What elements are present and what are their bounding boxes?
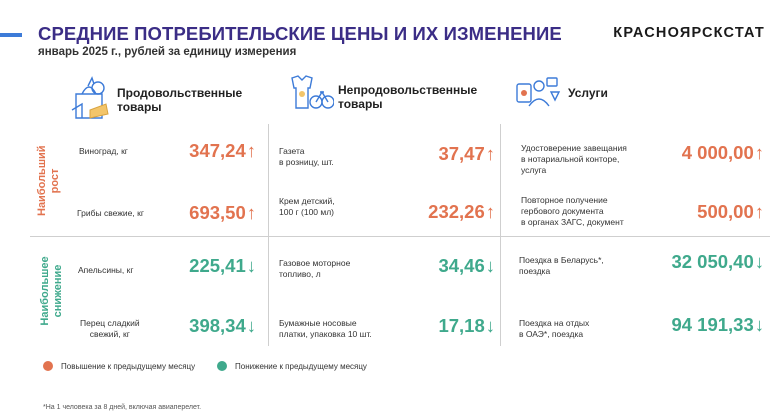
item-name-will-line1: Удостоверение завещания bbox=[521, 143, 627, 153]
divider-vertical-2 bbox=[500, 124, 501, 346]
price-cream-value: 232,26 bbox=[428, 201, 485, 222]
header-accent-bar bbox=[0, 33, 22, 37]
item-name-cream-line2: 100 г (100 мл) bbox=[279, 207, 335, 217]
price-newspaper: 37,47↑ bbox=[438, 143, 495, 165]
price-pepper-value: 398,34 bbox=[189, 315, 246, 336]
item-name-newspaper-line1: Газета bbox=[279, 146, 305, 156]
row-label-growth-line2: рост bbox=[49, 168, 61, 194]
arrow-up-icon: ↑ bbox=[485, 143, 495, 164]
footnote: *На 1 человека за 8 дней, включая авиапе… bbox=[43, 404, 202, 411]
column-header-services-label: Услуги bbox=[568, 86, 608, 100]
row-label-growth: Наибольший рост bbox=[36, 145, 62, 216]
price-mushrooms-value: 693,50 bbox=[189, 202, 246, 223]
arrow-down-icon: ↓ bbox=[754, 251, 764, 272]
item-name-newspaper-line2: в розницу, шт. bbox=[279, 157, 334, 167]
column-header-food: Продовольственные товары bbox=[117, 86, 242, 114]
row-label-decline: Наибольшее снижение bbox=[39, 253, 65, 329]
price-motor-gas: 34,46↓ bbox=[438, 255, 495, 277]
item-name-stamp-line1: Повторное получение bbox=[521, 195, 608, 205]
price-will-value: 4 000,00 bbox=[681, 142, 754, 163]
price-mushrooms: 693,50↑ bbox=[189, 202, 256, 224]
arrow-down-icon: ↓ bbox=[246, 315, 256, 336]
brand-logo-text: КРАСНОЯРСКСТАТ bbox=[613, 25, 765, 41]
item-name-tissues-line2: платки, упаковка 10 шт. bbox=[279, 329, 372, 339]
item-name-will-line3: услуга bbox=[521, 165, 547, 175]
item-name-sweet-pepper: Перец сладкий свежий, кг bbox=[80, 318, 140, 340]
item-name-uae-line1: Поездка на отдых bbox=[519, 318, 590, 328]
column-header-nonfood-line1: Непродовольственные bbox=[338, 83, 478, 97]
column-header-nonfood: Непродовольственные товары bbox=[338, 83, 477, 111]
item-name-stamp-line3: в органах ЗАГС, документ bbox=[521, 217, 624, 227]
divider-horizontal bbox=[30, 236, 770, 237]
item-name-belarus-line1: Поездка в Беларусь*, bbox=[519, 255, 604, 265]
legend-down-dot bbox=[217, 361, 227, 371]
price-oranges: 225,41↓ bbox=[189, 255, 256, 277]
arrow-up-icon: ↑ bbox=[246, 140, 256, 161]
arrow-down-icon: ↓ bbox=[754, 314, 764, 335]
item-name-tissues: Бумажные носовые платки, упаковка 10 шт. bbox=[279, 318, 372, 340]
price-gas-value: 34,46 bbox=[438, 255, 485, 276]
item-name-mushrooms: Грибы свежие, кг bbox=[77, 208, 144, 218]
price-newspaper-value: 37,47 bbox=[438, 143, 485, 164]
arrow-up-icon: ↑ bbox=[754, 201, 764, 222]
item-name-uae-line2: в ОАЭ*, поездка bbox=[519, 329, 584, 339]
price-will-certification: 4 000,00↑ bbox=[682, 142, 764, 164]
price-baby-cream: 232,26↑ bbox=[428, 201, 495, 223]
item-name-stamp-line2: гербового документа bbox=[521, 206, 604, 216]
item-name-belarus-line2: поездка bbox=[519, 266, 551, 276]
item-name-pepper-line2: свежий, кг bbox=[89, 329, 130, 339]
item-name-grapes: Виноград, кг bbox=[79, 146, 128, 156]
price-grapes: 347,24↑ bbox=[189, 140, 256, 162]
column-header-food-line2: товары bbox=[117, 100, 162, 114]
arrow-down-icon: ↓ bbox=[485, 255, 495, 276]
column-header-food-line1: Продовольственные bbox=[117, 86, 243, 100]
row-label-decline-line1: Наибольшее bbox=[39, 256, 51, 326]
item-name-pepper-line1: Перец сладкий bbox=[80, 318, 140, 328]
item-name-gas-line1: Газовое моторное bbox=[279, 258, 351, 268]
price-grapes-value: 347,24 bbox=[189, 140, 246, 161]
item-name-stamp-document: Повторное получение гербового документа … bbox=[521, 195, 624, 228]
column-header-services: Услуги bbox=[568, 86, 608, 100]
services-people-icon bbox=[516, 77, 561, 107]
item-name-tissues-line1: Бумажные носовые bbox=[279, 318, 357, 328]
price-belarus-value: 32 050,40 bbox=[671, 251, 754, 272]
price-trip-uae: 94 191,33↓ bbox=[671, 314, 764, 336]
price-tissues: 17,18↓ bbox=[438, 315, 495, 337]
item-name-baby-cream: Крем детский, 100 г (100 мл) bbox=[279, 196, 335, 218]
legend-down-label: Понижение к предыдущему месяцу bbox=[235, 362, 367, 371]
item-name-newspaper: Газета в розницу, шт. bbox=[279, 146, 334, 168]
legend-up-label: Повышение к предыдущему месяцу bbox=[61, 362, 196, 371]
clothes-bicycle-icon bbox=[291, 75, 334, 109]
arrow-up-icon: ↑ bbox=[246, 202, 256, 223]
item-name-oranges: Апельсины, кг bbox=[78, 265, 134, 275]
item-name-will-certification: Удостоверение завещания в нотариальной к… bbox=[521, 143, 627, 176]
item-name-motor-gas: Газовое моторное топливо, л bbox=[279, 258, 350, 280]
item-name-trip-belarus: Поездка в Беларусь*, поездка bbox=[519, 255, 604, 277]
arrow-down-icon: ↓ bbox=[246, 255, 256, 276]
row-label-decline-line2: снижение bbox=[52, 264, 64, 318]
price-trip-belarus: 32 050,40↓ bbox=[671, 251, 764, 273]
page-title: СРЕДНИЕ ПОТРЕБИТЕЛЬСКИЕ ЦЕНЫ И ИХ ИЗМЕНЕ… bbox=[38, 23, 562, 44]
legend-up-dot bbox=[43, 361, 53, 371]
arrow-up-icon: ↑ bbox=[754, 142, 764, 163]
price-sweet-pepper: 398,34↓ bbox=[189, 315, 256, 337]
item-name-gas-line2: топливо, л bbox=[279, 269, 321, 279]
column-header-nonfood-line2: товары bbox=[338, 97, 383, 111]
grocery-bag-icon bbox=[71, 76, 109, 119]
divider-vertical-1 bbox=[268, 124, 269, 346]
price-tissues-value: 17,18 bbox=[438, 315, 485, 336]
arrow-down-icon: ↓ bbox=[485, 315, 495, 336]
item-name-will-line2: в нотариальной конторе, bbox=[521, 154, 620, 164]
price-stamp-value: 500,00 bbox=[697, 201, 754, 222]
price-oranges-value: 225,41 bbox=[189, 255, 246, 276]
price-stamp-document: 500,00↑ bbox=[697, 201, 764, 223]
price-uae-value: 94 191,33 bbox=[671, 314, 754, 335]
item-name-trip-uae: Поездка на отдых в ОАЭ*, поездка bbox=[519, 318, 589, 340]
row-label-growth-line1: Наибольший bbox=[36, 145, 48, 216]
page-subtitle: январь 2025 г., рублей за единицу измере… bbox=[38, 46, 297, 58]
arrow-up-icon: ↑ bbox=[485, 201, 495, 222]
item-name-cream-line1: Крем детский, bbox=[279, 196, 335, 206]
